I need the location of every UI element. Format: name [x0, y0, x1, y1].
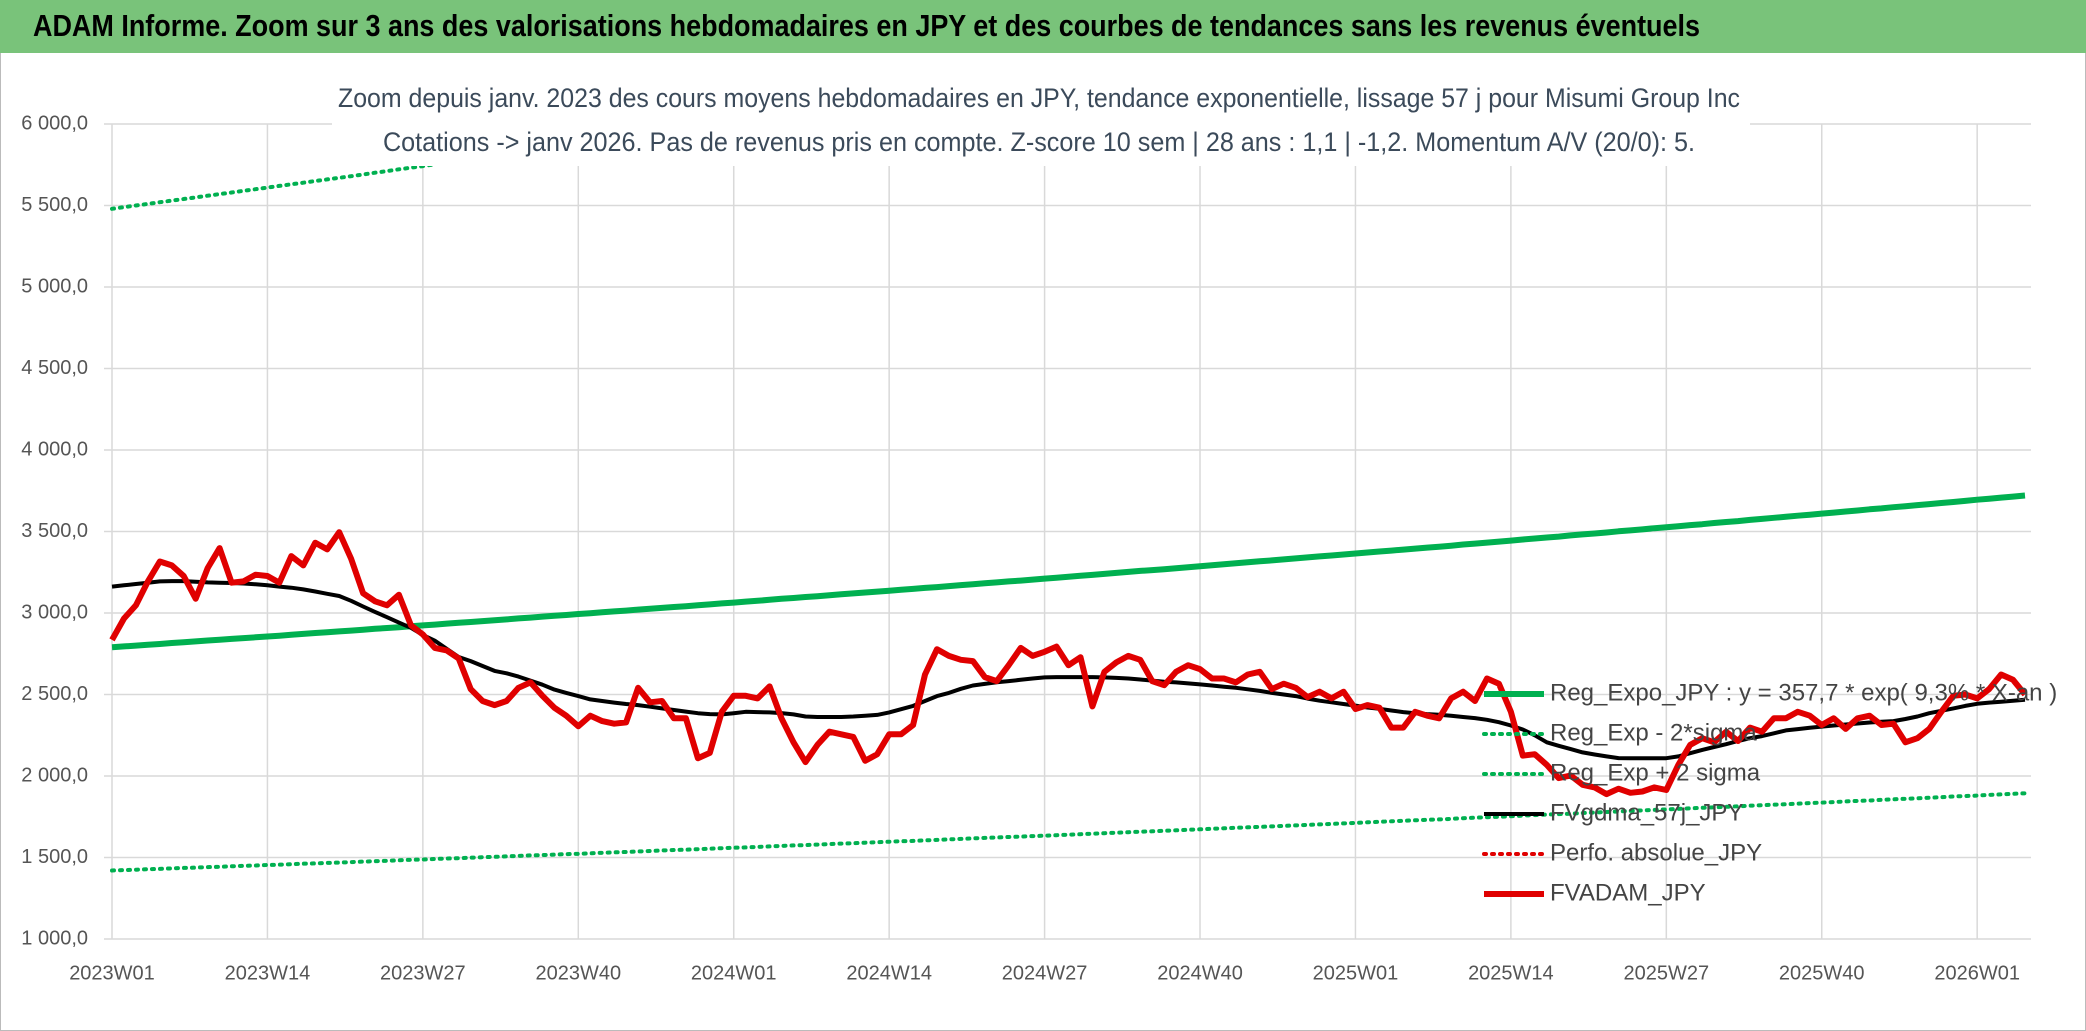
x-tick-label: 2025W27 — [1624, 962, 1710, 984]
x-tick-label: 2025W01 — [1313, 962, 1399, 984]
legend-label: FVgdma_57j_JPY — [1550, 799, 1743, 826]
x-tick-label: 2025W14 — [1468, 962, 1554, 984]
grid: 1 000,0 1 500,0 2 000,0 2 500,0 3 000,0 3 500… — [21, 112, 2031, 984]
header-title: ADAM Informe. Zoom sur 3 ans des valoris… — [33, 8, 1700, 43]
y-tick-label: 3 500,0 — [21, 520, 88, 542]
y-tick-label: 3 000,0 — [21, 601, 88, 623]
legend-label: Reg_Expo_JPY : y = 357,7 * exp( 9,3% * X… — [1550, 679, 2057, 706]
x-tick-label: 2024W01 — [691, 962, 777, 984]
series-line — [110, 791, 2027, 873]
x-tick-label: 2023W40 — [535, 962, 621, 984]
legend-label: FVADAM_JPY — [1550, 879, 1706, 906]
x-tick-label: 2024W27 — [1002, 962, 1088, 984]
chart-title: Zoom depuis janv. 2023 des cours moyens … — [338, 83, 1740, 113]
x-tick-label: 2024W14 — [846, 962, 932, 984]
x-tick-label: 2023W14 — [225, 962, 311, 984]
series-line — [109, 529, 2028, 798]
y-tick-label: 2 000,0 — [21, 764, 88, 786]
x-tick-label: 2024W40 — [1157, 962, 1243, 984]
legend-label: Reg_Exp - 2*sigma — [1550, 719, 1757, 746]
title-box — [332, 78, 1750, 166]
y-tick-label: 5 000,0 — [21, 275, 88, 297]
plot — [109, 120, 2028, 873]
x-tick-label: 2026W01 — [1934, 962, 2020, 984]
x-tick-label: 2023W27 — [380, 962, 466, 984]
y-tick-label: 4 500,0 — [21, 357, 88, 379]
chart-subtitle: Cotations -> janv 2026. Pas de revenus p… — [383, 127, 1695, 157]
series-line — [111, 492, 2026, 651]
y-tick-label: 4 000,0 — [21, 438, 88, 460]
legend-label: Reg_Exp + 2 sigma — [1550, 759, 1761, 786]
y-tick-label: 1 500,0 — [21, 846, 88, 868]
y-tick-label: 5 500,0 — [21, 194, 88, 216]
x-tick-label: 2025W40 — [1779, 962, 1865, 984]
legend: Reg_Expo_JPY : y = 357,7 * exp( 9,3% * X… — [1482, 679, 2057, 906]
series-line — [111, 579, 2026, 761]
y-tick-label: 1 000,0 — [21, 927, 88, 949]
y-tick-label: 2 500,0 — [21, 683, 88, 705]
header-band — [0, 0, 2086, 53]
legend-label: Perfo. absolue_JPY — [1550, 839, 1762, 866]
x-tick-label: 2023W01 — [69, 962, 155, 984]
y-tick-label: 6 000,0 — [21, 112, 88, 134]
